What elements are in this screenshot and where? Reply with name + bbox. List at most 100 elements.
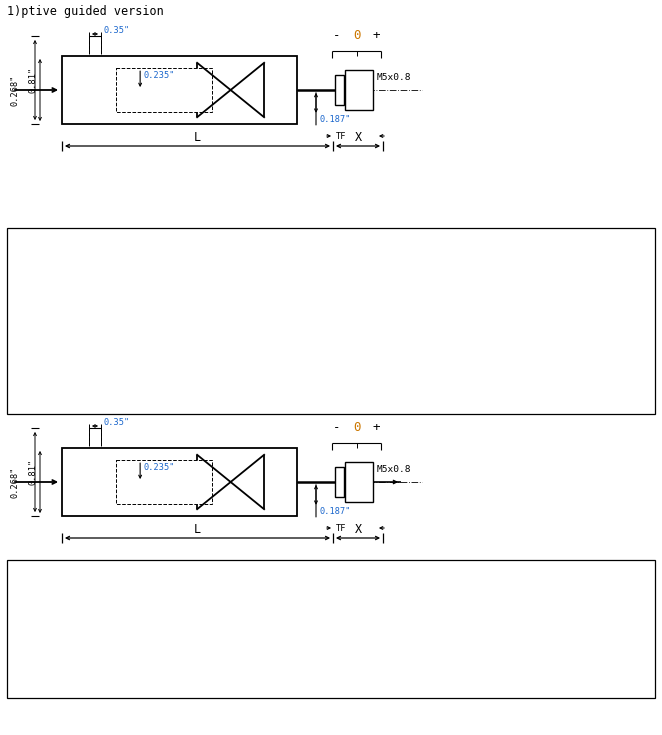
Text: 0: 0 — [353, 421, 360, 434]
Text: (nom): (nom) — [538, 242, 563, 251]
Text: 0.9": 0.9" — [482, 606, 501, 614]
Text: ±50mm (±2"): ±50mm (±2") — [77, 622, 131, 631]
Text: 0.235": 0.235" — [143, 463, 175, 473]
Text: 25.3": 25.3" — [237, 337, 261, 346]
Text: 0.7V/V: 0.7V/V — [543, 589, 572, 598]
Text: 0.187": 0.187" — [298, 385, 327, 395]
Text: X: X — [354, 131, 361, 144]
Text: 0.2": 0.2" — [421, 401, 440, 411]
Text: 0.6": 0.6" — [431, 589, 451, 598]
Text: 0.6": 0.6" — [377, 257, 397, 267]
Text: 0.5": 0.5" — [421, 337, 440, 346]
Text: 0.6": 0.6" — [431, 637, 451, 647]
Text: TF: TF — [336, 132, 346, 141]
Text: 1.1lb: 1.1lb — [340, 290, 364, 298]
Text: 7.0": 7.0" — [269, 337, 289, 346]
Text: 1.1": 1.1" — [482, 637, 501, 647]
Text: 10.6": 10.6" — [252, 622, 277, 631]
Text: 1.5V/V: 1.5V/V — [543, 686, 572, 695]
Text: L: L — [262, 568, 267, 578]
Text: Total: Total — [340, 232, 364, 241]
Text: 2.4V/V: 2.4V/V — [536, 337, 565, 346]
Text: 1.8lb: 1.8lb — [330, 670, 354, 678]
Text: -: - — [333, 29, 340, 42]
Text: 3.2": 3.2" — [292, 622, 311, 631]
Text: 0.6": 0.6" — [482, 653, 501, 662]
Text: ±375mm (±15"): ±375mm (±15") — [70, 385, 133, 395]
Text: 10.0": 10.0" — [267, 354, 291, 362]
Text: 1)ptive guided version: 1)ptive guided version — [7, 5, 164, 18]
Text: 1.1": 1.1" — [377, 370, 397, 379]
Text: 1.9oz: 1.9oz — [381, 637, 405, 647]
Text: <±0.5/±0.25/±0.1: <±0.5/±0.25/±0.1 — [157, 637, 235, 647]
Text: 0.187": 0.187" — [319, 507, 350, 516]
Text: 0.187": 0.187" — [298, 290, 327, 298]
Text: TF: TF — [383, 237, 393, 245]
Text: 0.5": 0.5" — [421, 273, 440, 282]
Text: 0.6": 0.6" — [431, 606, 451, 614]
Text: ACT4000C: ACT4000C — [16, 321, 55, 331]
Text: 4.7lb: 4.7lb — [340, 385, 364, 395]
Text: 0.55": 0.55" — [479, 290, 504, 298]
Text: 0.187": 0.187" — [298, 337, 327, 346]
Text: 56.5": 56.5" — [237, 385, 261, 395]
Text: 0.6": 0.6" — [377, 337, 397, 346]
Text: 31.8": 31.8" — [252, 686, 277, 695]
Text: ±75mm (±3"): ±75mm (±3") — [74, 306, 128, 315]
Text: 2.3lb: 2.3lb — [340, 337, 364, 346]
Text: 12oz: 12oz — [342, 273, 362, 282]
Text: 0.81": 0.81" — [28, 67, 38, 93]
Text: X: X — [354, 523, 361, 536]
Text: Outward over-: Outward over- — [460, 232, 524, 241]
Text: 3.0": 3.0" — [269, 290, 289, 298]
Text: <±0.5/±0.25: <±0.5/±0.25 — [160, 337, 213, 346]
Text: <±0.5/±0.25: <±0.5/±0.25 — [160, 354, 213, 362]
Text: 1.1": 1.1" — [482, 686, 501, 695]
Text: 0.81": 0.81" — [28, 459, 38, 485]
Text: <±0.5/±0.25/±0.1: <±0.5/±0.25/±0.1 — [148, 290, 226, 298]
Text: 0.9": 0.9" — [421, 354, 440, 362]
Text: 2.7": 2.7" — [292, 606, 311, 614]
Text: ±200mm (±8"): ±200mm (±8") — [75, 686, 134, 695]
Text: ±200mm (±8"): ±200mm (±8") — [72, 354, 130, 362]
Text: ±250mm (±10"): ±250mm (±10") — [70, 370, 133, 379]
Text: 6oz: 6oz — [335, 589, 350, 598]
Bar — [62, 448, 297, 516]
Text: 3.2V/V: 3.2V/V — [536, 385, 565, 395]
Text: 2.0V/V: 2.0V/V — [536, 370, 565, 379]
Text: 0.6": 0.6" — [482, 589, 501, 598]
Text: ACT10000C: ACT10000C — [14, 370, 58, 379]
Text: <±0.5: <±0.5 — [174, 385, 199, 395]
Text: 1.3oz: 1.3oz — [381, 622, 405, 631]
Text: ACT15000C: ACT15000C — [14, 385, 58, 395]
Text: 1.5": 1.5" — [269, 257, 289, 267]
Text: ACT500C: ACT500C — [19, 257, 52, 267]
Text: weight: weight — [328, 574, 357, 583]
Text: 0.187": 0.187" — [298, 273, 327, 282]
Text: 3.2V/V: 3.2V/V — [543, 653, 572, 662]
Text: 2.5oz: 2.5oz — [381, 653, 405, 662]
Text: 0.9V/V: 0.9V/V — [543, 606, 572, 614]
Text: Type: Type — [26, 237, 45, 245]
Text: ±470mm (±18.5"): ±470mm (±18.5") — [65, 401, 138, 411]
Text: +: + — [373, 29, 380, 42]
Text: ACT6000C: ACT6000C — [16, 337, 55, 346]
Text: TF: TF — [336, 524, 346, 533]
Text: (% F.S.): (% F.S.) — [176, 574, 215, 583]
Text: <±0.5/±0.25/±0.1: <±0.5/±0.25/±0.1 — [157, 653, 235, 662]
Text: ±75mm (±3"): ±75mm (±3") — [77, 637, 131, 647]
Text: 0.6": 0.6" — [377, 306, 397, 315]
Text: 0.67": 0.67" — [479, 337, 504, 346]
Bar — [7, 560, 655, 586]
Text: Linearity error: Linearity error — [160, 564, 232, 573]
Text: 1.1": 1.1" — [377, 401, 397, 411]
Text: ±25mm (±1"): ±25mm (±1") — [77, 606, 131, 614]
Text: 1.4lb: 1.4lb — [340, 306, 364, 315]
Text: 0: 0 — [353, 29, 360, 42]
Text: Linearity error (%: Linearity error (% — [142, 232, 230, 241]
Text: 16.0": 16.0" — [237, 306, 261, 315]
Text: ±12.5mm (±0.5"): ±12.5mm (±0.5") — [65, 257, 138, 267]
Text: +: + — [373, 421, 380, 434]
Text: <±0.5/±0.25/±0.1: <±0.5/±0.25/±0.1 — [157, 589, 235, 598]
Text: 8oz: 8oz — [335, 606, 350, 614]
